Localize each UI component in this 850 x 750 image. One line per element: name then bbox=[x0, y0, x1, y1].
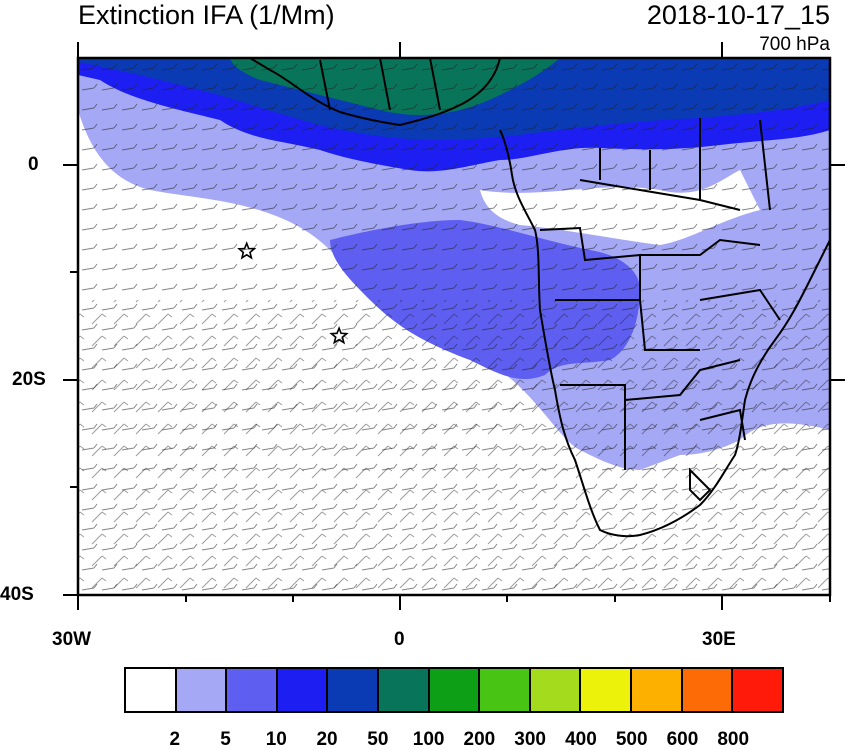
star-marker-st-helena bbox=[329, 326, 349, 345]
colorbar-label: 300 bbox=[514, 729, 546, 750]
colorbar-cell bbox=[126, 669, 177, 711]
colorbar-cell bbox=[227, 669, 278, 711]
colorbar-cell bbox=[379, 669, 430, 711]
lat-label-40s: 40S bbox=[0, 584, 34, 605]
colorbar-label: 500 bbox=[615, 729, 648, 750]
map-title: Extinction IFA (1/Mm) bbox=[78, 0, 335, 30]
colorbar-cell bbox=[176, 669, 228, 711]
colorbar-cell bbox=[277, 669, 329, 711]
colorbar-label: 100 bbox=[412, 729, 445, 750]
plot-frame bbox=[76, 56, 832, 597]
colorbar-label: 800 bbox=[717, 729, 750, 750]
lon-label-30w: 30W bbox=[52, 629, 92, 650]
pressure-level: 700 hPa bbox=[759, 34, 830, 55]
colorbar-cell bbox=[581, 669, 633, 711]
lat-label-0: 0 bbox=[28, 154, 39, 175]
star-marker-ascension bbox=[237, 241, 257, 260]
extinction-field bbox=[78, 58, 830, 595]
colorbar-label: 50 bbox=[367, 729, 389, 750]
colorbar-label: 20 bbox=[316, 729, 338, 750]
colorbar-cell bbox=[328, 669, 380, 711]
colorbar-cell bbox=[530, 669, 582, 711]
axis-ticks bbox=[63, 42, 845, 610]
site-markers bbox=[237, 241, 349, 345]
colorbar-label: 5 bbox=[220, 729, 231, 750]
colorbar-label: 600 bbox=[666, 729, 699, 750]
colorbar-label: 2 bbox=[169, 729, 181, 750]
colorbar-label: 400 bbox=[565, 729, 597, 750]
colorbar-cell bbox=[429, 669, 481, 711]
colorbar-label: 200 bbox=[463, 729, 496, 750]
lon-label-0: 0 bbox=[394, 629, 405, 650]
colorbar-cell bbox=[733, 669, 782, 711]
lon-label-30e: 30E bbox=[702, 629, 736, 650]
map-datetime: 2018-10-17_15 bbox=[646, 0, 830, 30]
colorbar-cell bbox=[632, 669, 683, 711]
lat-label-20s: 20S bbox=[12, 369, 46, 390]
colorbar-label: 10 bbox=[265, 729, 287, 750]
coastlines-borders bbox=[249, 58, 830, 538]
colorbar bbox=[124, 667, 784, 713]
colorbar-cell bbox=[682, 669, 734, 711]
colorbar-cell bbox=[480, 669, 531, 711]
